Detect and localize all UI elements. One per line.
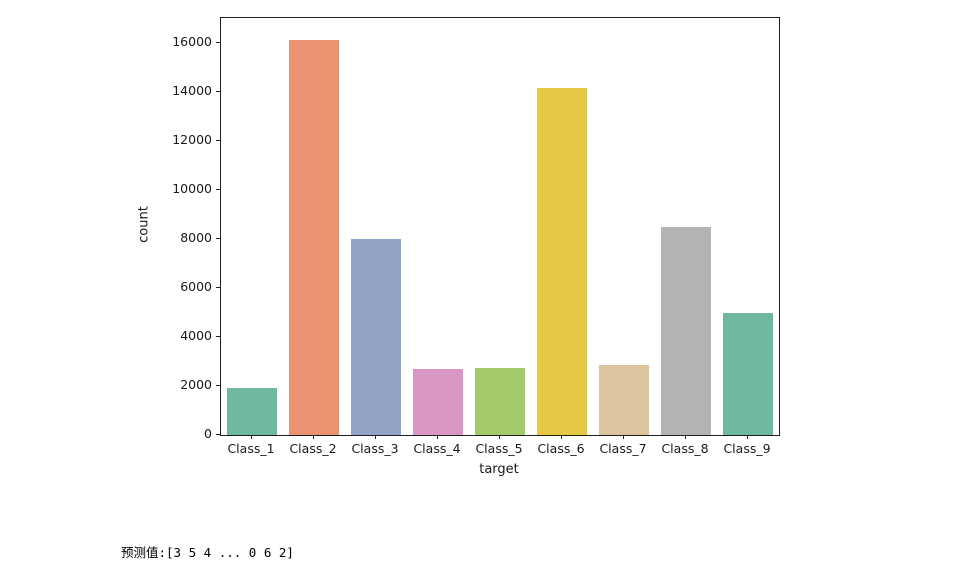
y-tick-mark (216, 335, 220, 337)
bar-class_9 (723, 313, 773, 435)
x-tick-label-class_4: Class_4 (413, 441, 461, 456)
x-tick-label-class_8: Class_8 (661, 441, 709, 456)
x-tick-mark (747, 435, 748, 439)
bar-class_4 (413, 369, 463, 435)
plot-area (220, 17, 780, 436)
y-tick-label-16000: 16000 (172, 33, 212, 49)
y-tick-label-0: 0 (204, 426, 212, 441)
y-tick-mark (216, 434, 220, 435)
console-output: 预测值:[3 5 4 ... 0 6 2] 评分：0.7860639216815… (121, 503, 332, 573)
x-tick-mark (375, 435, 376, 439)
x-tick-label-class_6: Class_6 (537, 441, 585, 456)
y-tick-mark (216, 286, 220, 288)
x-tick-label-class_1: Class_1 (227, 441, 275, 456)
x-tick-mark (499, 435, 500, 439)
prediction-text: 预测值:[3 5 4 ... 0 6 2] (121, 545, 294, 560)
bar-class_8 (661, 227, 711, 435)
bar-class_7 (599, 365, 649, 435)
y-tick-mark (216, 41, 220, 43)
y-tick-label-2000: 2000 (180, 376, 212, 392)
x-tick-mark (561, 435, 562, 439)
x-tick-mark (251, 435, 252, 439)
y-tick-mark (216, 384, 220, 386)
y-tick-mark (216, 139, 220, 141)
y-tick-label-4000: 4000 (180, 327, 212, 343)
x-tick-label-class_5: Class_5 (475, 441, 523, 456)
y-tick-label-6000: 6000 (180, 278, 212, 294)
bar-class_6 (537, 88, 587, 435)
x-tick-label-class_2: Class_2 (289, 441, 337, 456)
y-tick-label-10000: 10000 (172, 180, 212, 196)
bar-class_3 (351, 238, 401, 435)
y-tick-label-14000: 14000 (172, 82, 212, 98)
y-tick-label-8000: 8000 (180, 229, 212, 245)
y-tick-mark (216, 90, 220, 92)
x-tick-mark (437, 435, 438, 439)
x-tick-mark (313, 435, 314, 439)
bar-class_2 (289, 39, 339, 435)
bar-class_5 (475, 367, 525, 435)
y-tick-mark (216, 237, 220, 239)
y-axis-label: count (136, 206, 152, 243)
bar-class_1 (227, 387, 277, 435)
x-tick-mark (623, 435, 624, 439)
y-tick-label-12000: 12000 (172, 131, 212, 147)
y-tick-mark (216, 188, 220, 190)
x-tick-mark (685, 435, 686, 439)
x-tick-label-class_3: Class_3 (351, 441, 399, 456)
x-tick-label-class_7: Class_7 (599, 441, 647, 456)
x-tick-label-class_9: Class_9 (723, 441, 771, 456)
x-axis-label: target (479, 462, 519, 477)
bars-layer (221, 18, 779, 435)
